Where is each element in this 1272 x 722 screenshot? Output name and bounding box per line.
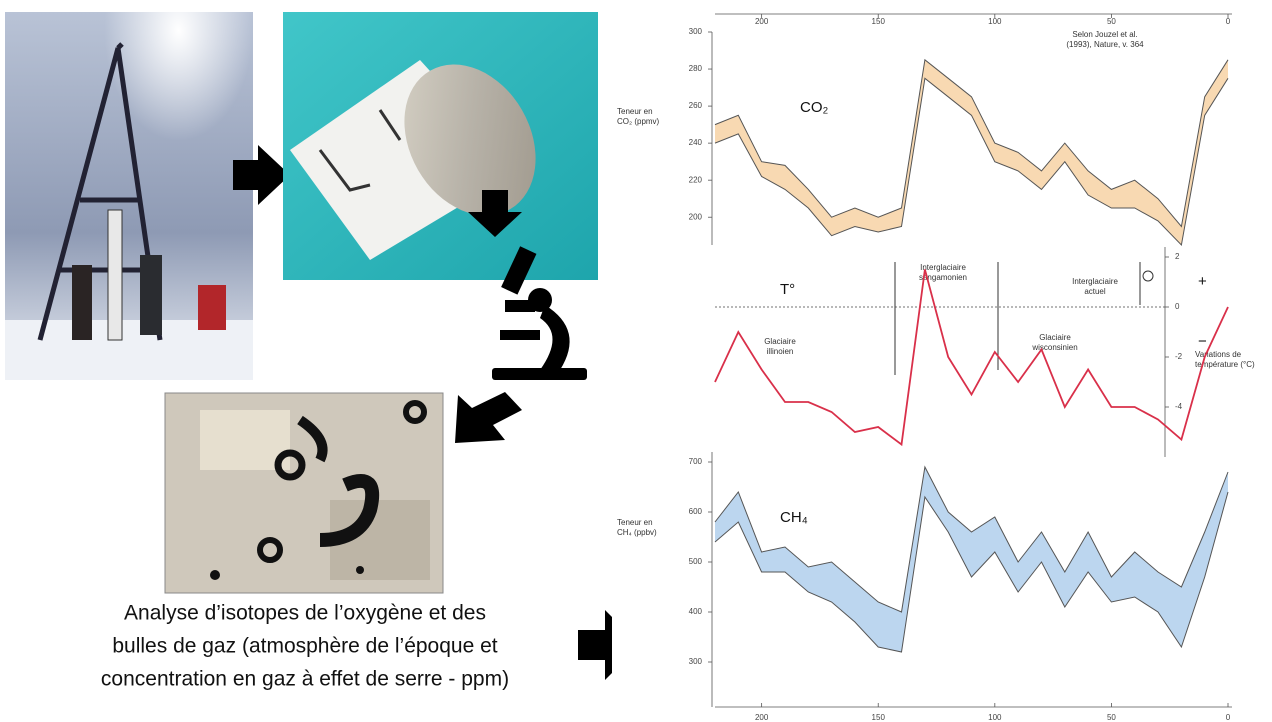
y-tick-label: 0 — [1175, 302, 1180, 311]
x-tick-label: 150 — [872, 713, 886, 722]
arrow — [455, 392, 522, 443]
slide: Analyse d’isotopes de l’oxygène et des b… — [0, 0, 1272, 722]
annotation: Glaciaire — [764, 337, 796, 346]
y-tick-label: 600 — [689, 507, 703, 516]
sign: + — [1198, 273, 1207, 290]
photo-ice-core — [283, 12, 598, 280]
y-tick-label: 260 — [689, 101, 703, 110]
photo-drill — [5, 12, 253, 380]
x-tick-label: 100 — [988, 713, 1002, 722]
x-tick-label: 0 — [1226, 17, 1231, 26]
annotation: Interglaciaire — [1072, 277, 1118, 286]
x-tick-label: 200 — [755, 713, 769, 722]
y-tick-label: 300 — [689, 657, 703, 666]
annotation: Interglaciaire — [920, 263, 966, 272]
y-tick-label: 300 — [689, 27, 703, 36]
y-tick-label: 240 — [689, 138, 703, 147]
photo-bubbles — [165, 393, 443, 593]
y-axis-label: Teneur en — [617, 518, 653, 527]
y-tick-label: 2 — [1175, 252, 1180, 261]
y-tick-label: 400 — [689, 607, 703, 616]
y-tick-label: 280 — [689, 64, 703, 73]
annotation: wisconsinien — [1031, 343, 1077, 352]
y-tick-label: 200 — [689, 212, 703, 221]
y-tick-label: 500 — [689, 557, 703, 566]
annotation: actuel — [1084, 287, 1106, 296]
y-axis-label: Teneur en — [617, 107, 653, 116]
x-tick-label: 0 — [1226, 713, 1231, 722]
x-tick-label: 100 — [988, 17, 1002, 26]
y-axis-label: Variations de — [1195, 350, 1242, 359]
source-note: (1993), Nature, v. 364 — [1066, 40, 1144, 49]
caption-line: bulles de gaz (atmosphère de l’époque et — [112, 635, 497, 658]
panel-title: CH₄ — [780, 509, 808, 526]
caption-line: concentration en gaz à effet de serre - … — [101, 668, 509, 691]
x-tick-label: 50 — [1107, 713, 1116, 722]
sign: − — [1198, 333, 1207, 350]
y-tick-label: -2 — [1175, 352, 1183, 361]
x-tick-label: 150 — [872, 17, 886, 26]
annotation: illinoien — [767, 347, 794, 356]
x-tick-label: 50 — [1107, 17, 1116, 26]
x-tick-label: 200 — [755, 17, 769, 26]
annotation: Glaciaire — [1039, 333, 1071, 342]
y-tick-label: -4 — [1175, 402, 1183, 411]
panel-title: T° — [780, 281, 795, 298]
panel-title: CO₂ — [800, 99, 829, 116]
y-tick-label: 700 — [689, 457, 703, 466]
source-note: Selon Jouzel et al. — [1072, 30, 1137, 39]
y-tick-label: 220 — [689, 175, 703, 184]
y-axis-label: CH₄ (ppbv) — [617, 528, 657, 537]
y-axis-label: CO₂ (ppmv) — [617, 117, 660, 126]
caption-line: Analyse d’isotopes de l’oxygène et des — [124, 602, 486, 625]
